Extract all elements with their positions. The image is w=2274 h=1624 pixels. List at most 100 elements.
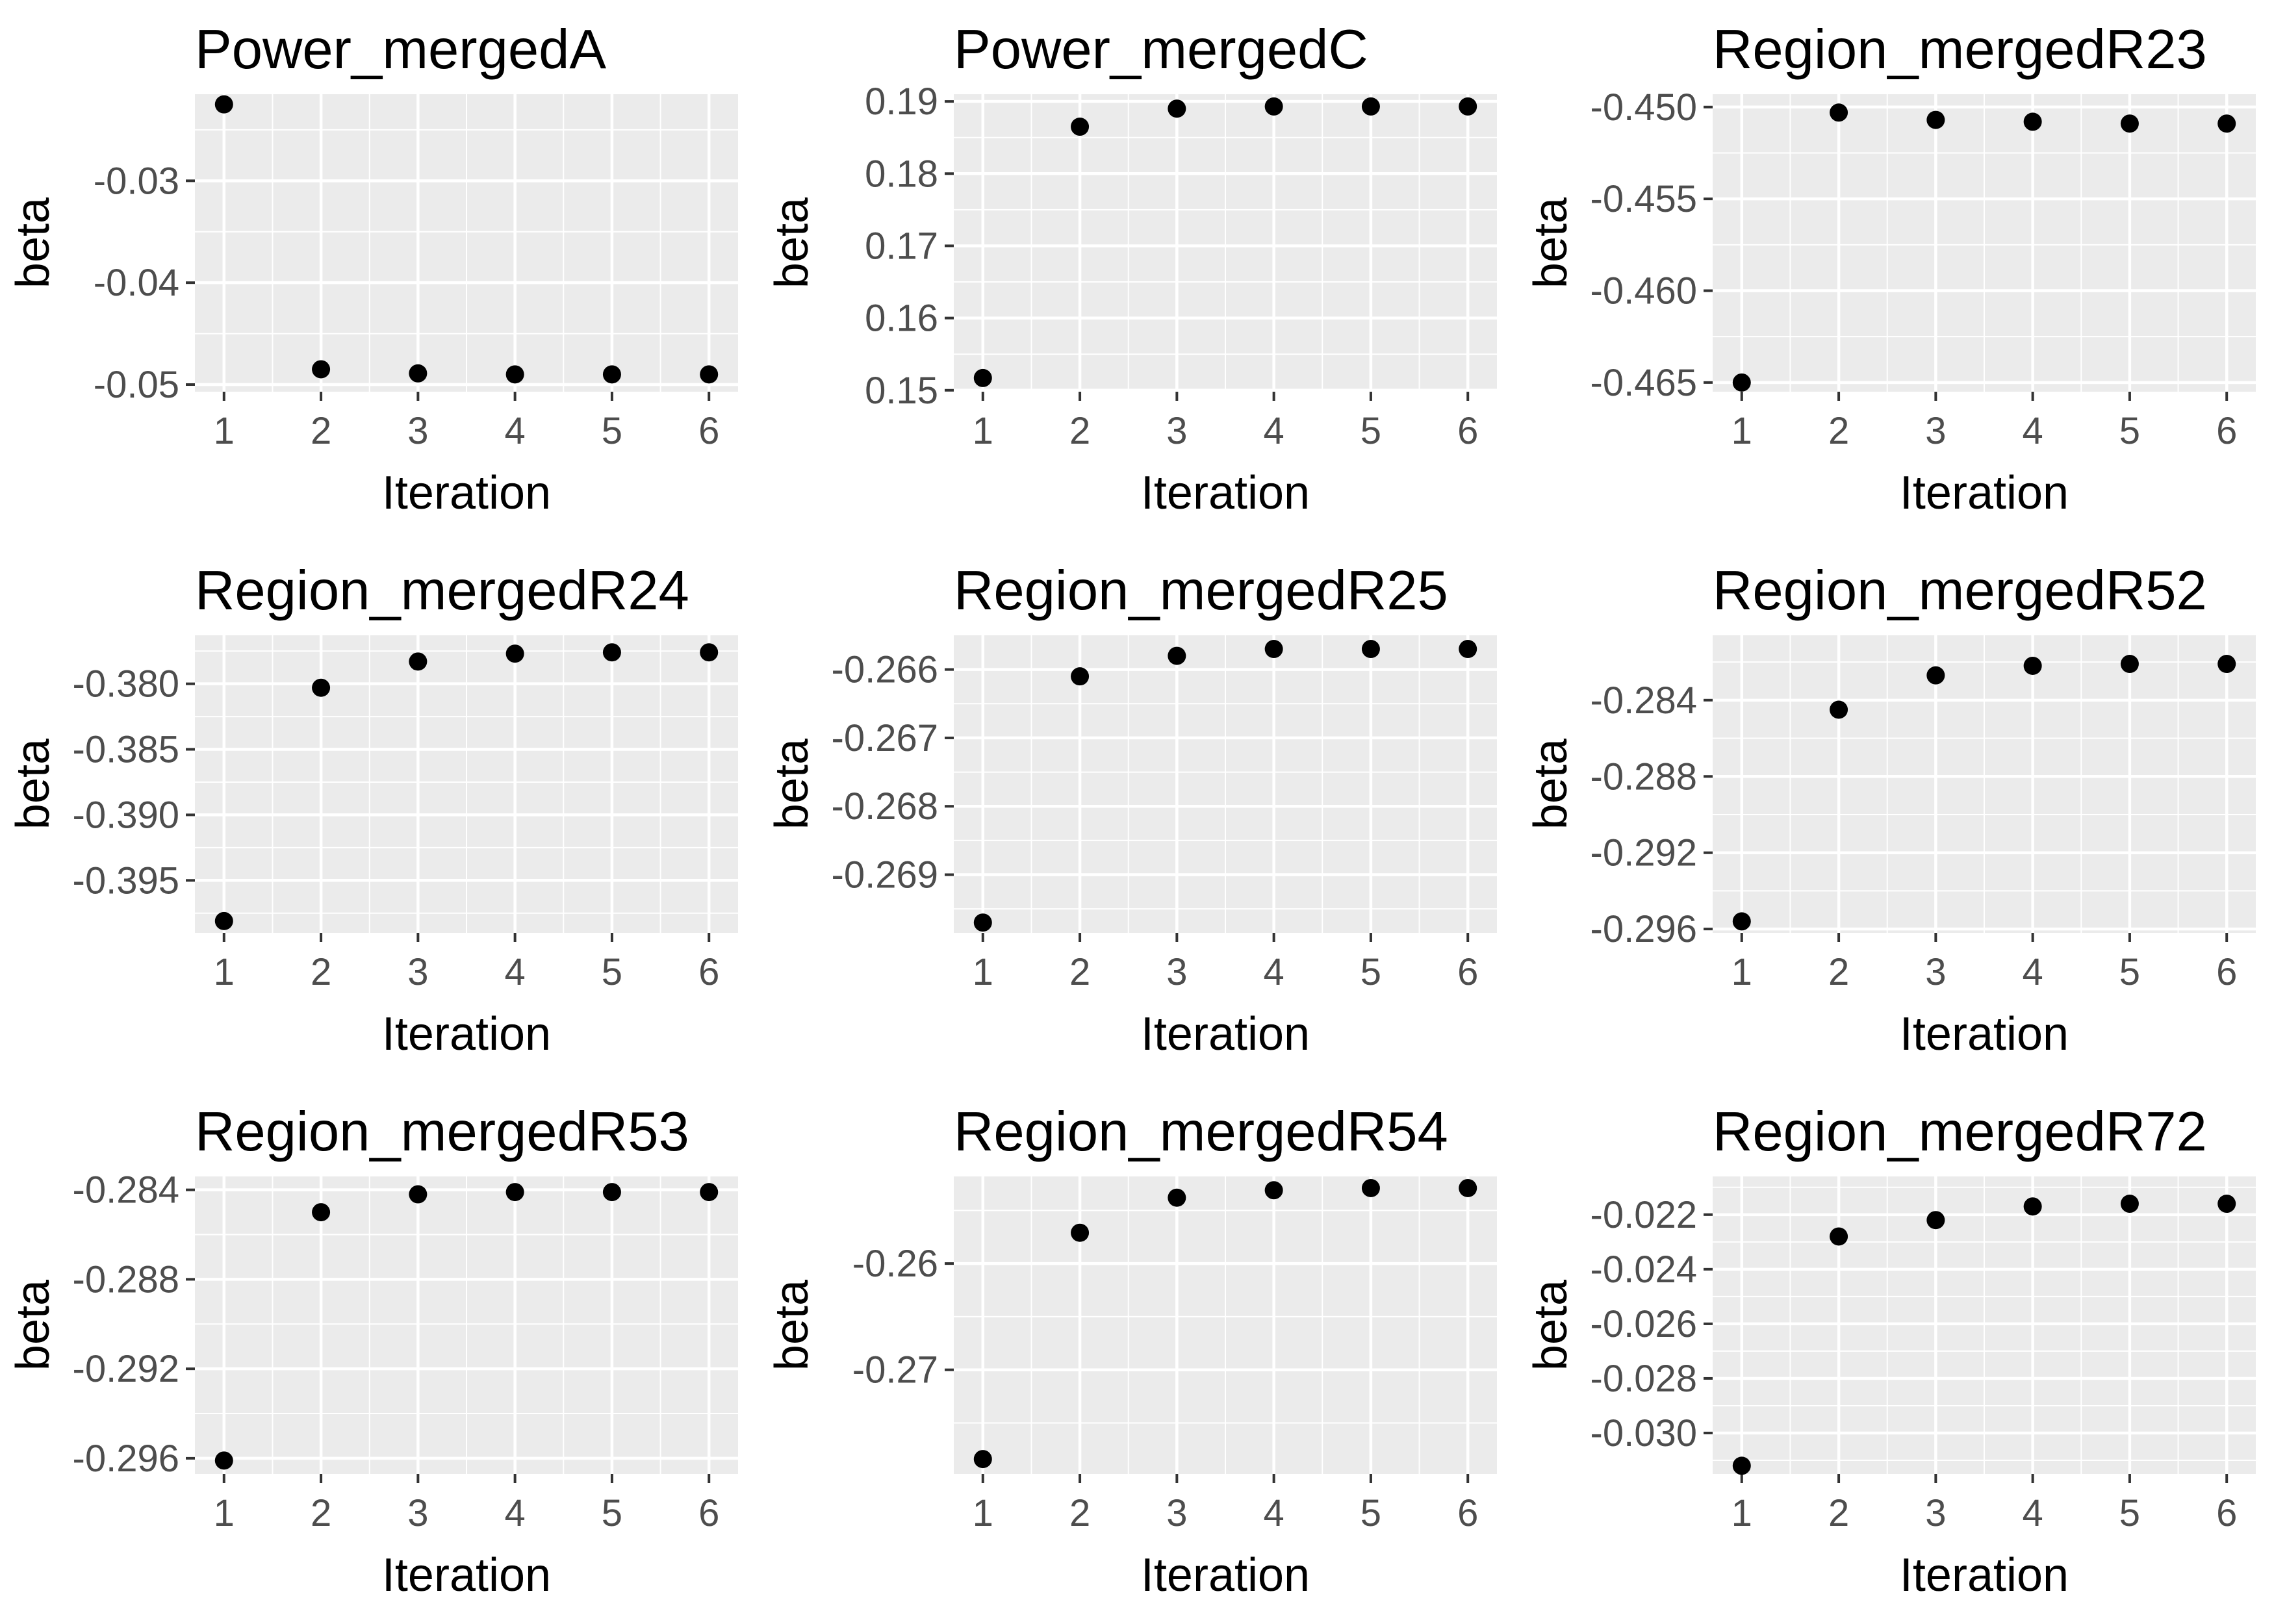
y-axis-title: beta — [1525, 1279, 1577, 1371]
y-axis-title: beta — [7, 197, 59, 288]
x-tick-label: 4 — [505, 1492, 526, 1534]
data-point — [1459, 97, 1477, 116]
y-tick-label: -0.028 — [1591, 1358, 1697, 1400]
chart-panel-9: -0.022 -0.024 -0.026 -0.028 -0.030 1 2 3 4 5 6 Regi… — [1525, 1101, 2256, 1601]
data-point — [2120, 655, 2139, 674]
x-tick-label: 5 — [1361, 410, 1381, 452]
chart-panel-2: 0.15 0.16 0.17 0.18 0.19 1 2 3 4 5 6 Power_mergedC I… — [766, 19, 1497, 519]
x-tick-label: 5 — [2119, 410, 2140, 452]
x-axis-title: Iteration — [1900, 1008, 2069, 1060]
x-tick-label: 4 — [2023, 410, 2043, 452]
y-tick-label: -0.296 — [73, 1438, 179, 1480]
x-tick-label: 6 — [2216, 951, 2237, 993]
data-point — [505, 365, 524, 384]
x-tick-label: 4 — [1264, 410, 1284, 452]
chart-title: Power_mergedC — [954, 19, 1368, 81]
data-point — [1071, 1223, 1090, 1242]
data-point — [505, 1183, 524, 1202]
x-tick-label: 5 — [1361, 1492, 1381, 1534]
x-tick-label: 6 — [2216, 1492, 2237, 1534]
x-tick-label: 5 — [602, 1492, 622, 1534]
x-tick-label: 6 — [698, 1492, 719, 1534]
data-point — [214, 1451, 233, 1470]
y-tick-label: -0.450 — [1591, 86, 1697, 129]
data-point — [1264, 1181, 1283, 1200]
chart-title: Region_mergedR24 — [195, 560, 689, 622]
chart-title: Region_mergedR25 — [954, 560, 1448, 622]
chart-title: Region_mergedR72 — [1713, 1101, 2207, 1163]
chart-title: Region_mergedR54 — [954, 1101, 1448, 1163]
y-axis-title: beta — [766, 1279, 818, 1371]
y-tick-label: -0.284 — [1591, 679, 1697, 722]
y-tick-label: 0.17 — [865, 225, 938, 267]
x-axis-title: Iteration — [1141, 1549, 1310, 1601]
data-point — [700, 643, 719, 662]
x-tick-label: 2 — [1828, 951, 1849, 993]
y-tick-label: 0.15 — [865, 370, 938, 412]
x-tick-label: 1 — [973, 951, 993, 993]
y-tick-label: -0.460 — [1591, 270, 1697, 312]
data-point — [2120, 1195, 2139, 1213]
x-tick-label: 2 — [1828, 1492, 1849, 1534]
x-tick-label: 2 — [311, 410, 331, 452]
y-axis-title: beta — [1525, 738, 1577, 830]
x-tick-label: 6 — [698, 951, 719, 993]
x-tick-label: 2 — [311, 1492, 331, 1534]
data-point — [1926, 1211, 1945, 1230]
y-tick-label: -0.022 — [1591, 1194, 1697, 1236]
x-tick-label: 3 — [1925, 410, 1946, 452]
chart-title: Region_mergedR52 — [1713, 560, 2207, 622]
x-tick-label: 4 — [505, 951, 526, 993]
x-tick-label: 3 — [1166, 410, 1187, 452]
x-tick-label: 5 — [602, 951, 622, 993]
data-point — [409, 364, 428, 383]
data-point — [973, 913, 992, 932]
y-tick-label: 0.19 — [865, 81, 938, 123]
x-tick-label: 3 — [1166, 1492, 1187, 1534]
y-tick-label: -0.03 — [94, 160, 179, 202]
x-tick-label: 1 — [1731, 951, 1752, 993]
y-axis-title: beta — [7, 738, 59, 830]
y-tick-label: -0.024 — [1591, 1249, 1697, 1291]
data-point — [1168, 646, 1186, 665]
y-tick-label: -0.026 — [1591, 1303, 1697, 1345]
y-tick-label: -0.455 — [1591, 178, 1697, 220]
data-point — [1264, 97, 1283, 116]
x-tick-label: 6 — [1457, 410, 1478, 452]
y-tick-label: -0.26 — [852, 1243, 938, 1285]
y-tick-label: -0.292 — [73, 1348, 179, 1390]
data-point — [1732, 912, 1751, 931]
x-axis-title: Iteration — [1900, 1549, 2069, 1601]
x-tick-label: 1 — [1731, 410, 1752, 452]
data-point — [1830, 103, 1848, 122]
data-point — [312, 360, 331, 379]
data-point — [409, 1185, 428, 1204]
data-point — [312, 1203, 331, 1222]
data-point — [1361, 1178, 1380, 1197]
x-axis-title: Iteration — [382, 1008, 551, 1060]
data-point — [1830, 1227, 1848, 1246]
data-point — [2023, 1197, 2042, 1216]
x-tick-label: 3 — [1925, 951, 1946, 993]
y-tick-label: -0.390 — [73, 794, 179, 836]
x-tick-label: 2 — [1828, 410, 1849, 452]
y-tick-label: -0.266 — [832, 649, 938, 691]
y-tick-label: -0.27 — [852, 1349, 938, 1391]
data-point — [2217, 114, 2236, 133]
y-tick-label: -0.292 — [1591, 832, 1697, 874]
x-axis-title: Iteration — [1141, 1008, 1310, 1060]
y-tick-label: -0.288 — [1591, 755, 1697, 798]
x-tick-label: 1 — [214, 951, 235, 993]
y-tick-label: -0.385 — [73, 729, 179, 771]
data-point — [505, 644, 524, 663]
y-axis-title: beta — [766, 197, 818, 288]
data-point — [602, 643, 621, 662]
data-point — [1071, 118, 1090, 136]
data-point — [973, 1450, 992, 1469]
x-tick-label: 5 — [602, 410, 622, 452]
x-tick-label: 4 — [2023, 951, 2043, 993]
x-tick-label: 4 — [1264, 1492, 1284, 1534]
y-tick-label: -0.267 — [832, 717, 938, 759]
x-tick-label: 1 — [973, 1492, 993, 1534]
